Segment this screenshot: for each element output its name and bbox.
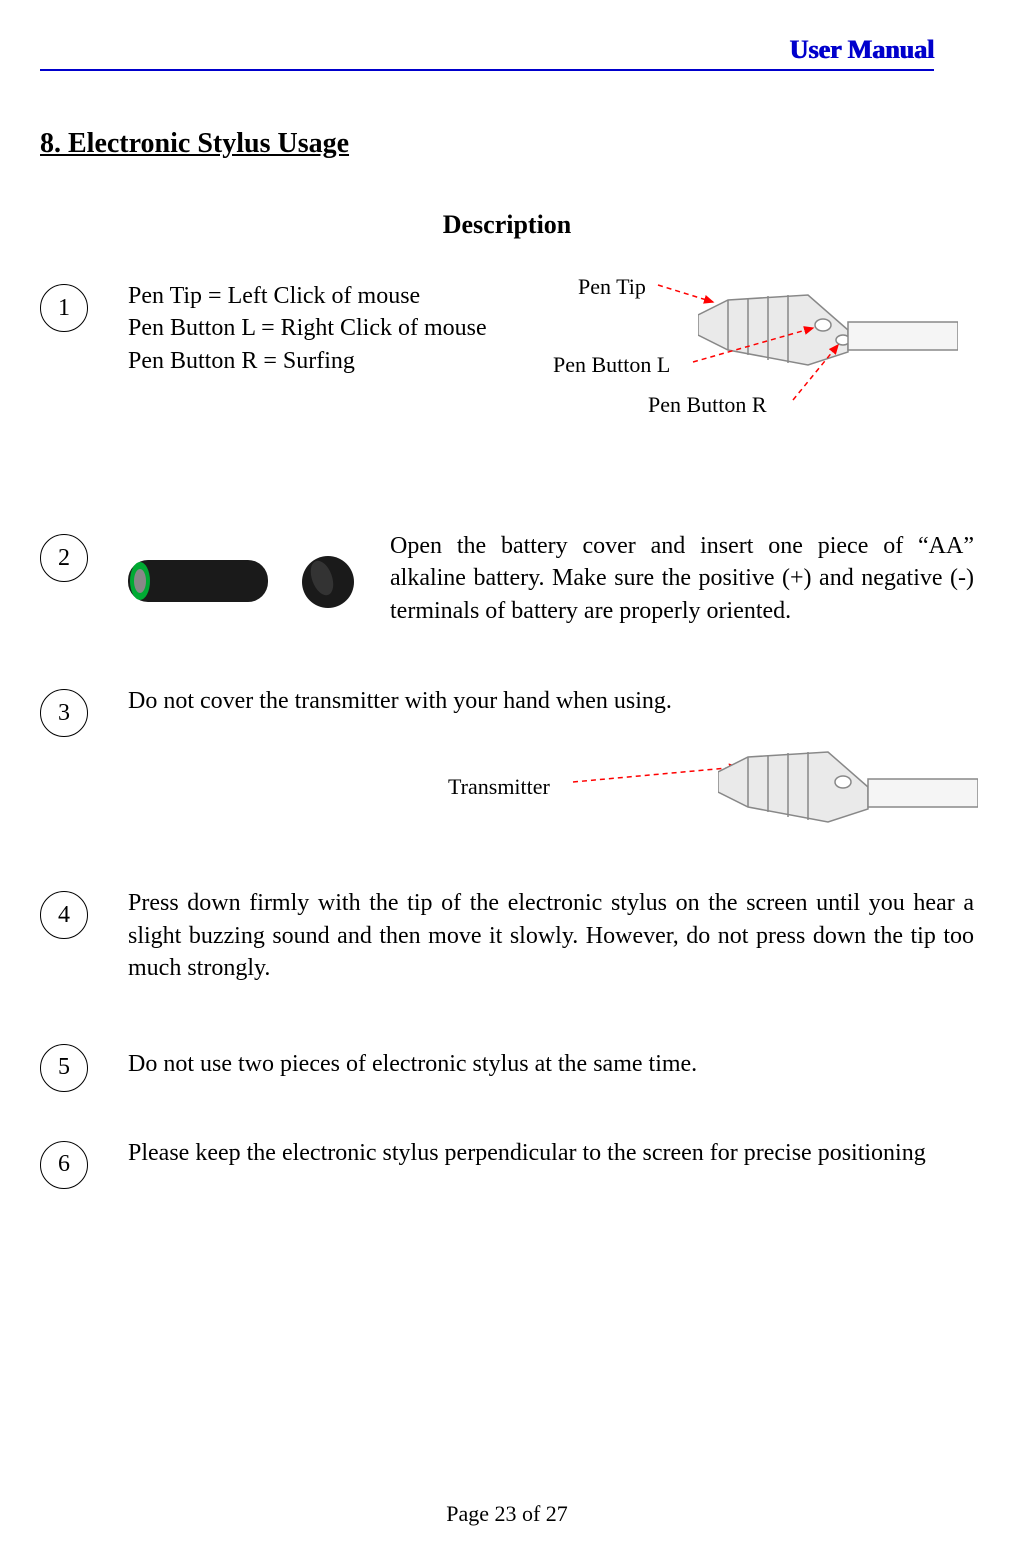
step-1-number: 1 (40, 284, 88, 332)
step-1-line3: Pen Button R = Surfing (128, 345, 518, 377)
step-3-number: 3 (40, 689, 88, 737)
subheading: Description (40, 210, 974, 240)
step-6-text: Please keep the electronic stylus perpen… (128, 1137, 974, 1169)
step-3-text: Do not cover the transmitter with your h… (128, 685, 974, 717)
step-1-line1: Pen Tip = Left Click of mouse (128, 280, 518, 312)
step-1-diagram: Pen Tip Pen Button L Pen Button R (518, 280, 974, 440)
header-title: User Manual (789, 35, 934, 64)
step-5-number: 5 (40, 1044, 88, 1092)
battery-illustration-icon (128, 530, 378, 630)
step-3: 3 Do not cover the transmitter with your… (40, 685, 974, 847)
step-1-text: Pen Tip = Left Click of mouse Pen Button… (128, 280, 518, 440)
step-4-text: Press down firmly with the tip of the el… (128, 887, 974, 984)
step-2-text: Open the battery cover and insert one pi… (390, 530, 974, 627)
step-3-diagram: Transmitter (128, 737, 974, 847)
header-rule (40, 69, 934, 71)
step-4: 4 Press down firmly with the tip of the … (40, 887, 974, 984)
step-6-number: 6 (40, 1141, 88, 1189)
step-2: 2 Open the battery cover and insert one … (40, 530, 974, 630)
step-5: 5 Do not use two pieces of electronic st… (40, 1040, 974, 1092)
pen-illustration-icon (718, 737, 978, 847)
step-5-text: Do not use two pieces of electronic styl… (128, 1040, 974, 1080)
step-2-number: 2 (40, 534, 88, 582)
page-footer: Page 23 of 27 (0, 1501, 1014, 1527)
page-header: User Manual (40, 35, 974, 83)
step-4-number: 4 (40, 891, 88, 939)
section-title: 8. Electronic Stylus Usage (40, 128, 974, 160)
step-1-line2: Pen Button L = Right Click of mouse (128, 312, 518, 344)
arrow-icon (518, 280, 978, 440)
step-6: 6 Please keep the electronic stylus perp… (40, 1137, 974, 1189)
step-1: 1 Pen Tip = Left Click of mouse Pen Butt… (40, 280, 974, 440)
